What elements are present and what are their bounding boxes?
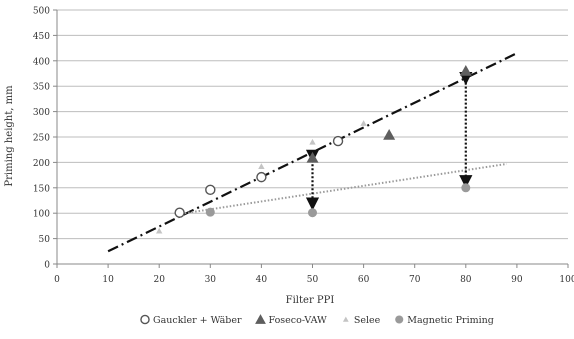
trendline-dash-dot	[107, 52, 518, 253]
x-tick-label: 30	[205, 275, 217, 285]
x-tick-label: 20	[153, 275, 165, 285]
x-axis-title: Filter PPI	[286, 295, 335, 306]
legend-label-magnetic-priming: Magnetic Priming	[407, 315, 494, 326]
magnetic-priming-point	[461, 183, 471, 193]
x-tick-label: 10	[102, 275, 114, 285]
gauckler-w-ber-point	[205, 184, 216, 196]
x-tick-label: 90	[511, 275, 523, 285]
x-tick-label: 50	[307, 275, 319, 285]
legend-marker-foseco-vaw	[255, 314, 266, 324]
legend: Gauckler + Wäber Foseco-VAW Selee Magnetic …	[140, 314, 494, 326]
x-tick-label: 40	[256, 275, 268, 285]
magnetic-priming-point	[308, 208, 317, 218]
selee-point	[360, 120, 367, 126]
foseco-vaw-point	[306, 151, 319, 163]
points-layer	[156, 64, 472, 234]
legend-item-gauckler-w-ber: Gauckler + Wäber	[140, 314, 242, 326]
x-tick-label: 60	[358, 275, 370, 285]
legend-marker-selee	[342, 316, 349, 322]
magnetic-priming-point	[205, 207, 215, 217]
foseco-vaw-point	[383, 128, 396, 140]
trendline-layer	[107, 52, 518, 253]
x-tick-label: 0	[54, 275, 60, 285]
y-tick-label: 450	[33, 32, 50, 42]
x-tick-label: 100	[559, 275, 574, 285]
legend-item-selee: Selee	[342, 315, 381, 326]
legend-marker-magnetic-priming	[395, 315, 404, 324]
y-tick-label: 50	[39, 235, 51, 245]
x-tick-label: 80	[460, 275, 472, 285]
legend-item-magnetic-priming: Magnetic Priming	[395, 315, 494, 326]
legend-marker-gauckler-w-ber	[140, 314, 150, 325]
selee-point	[156, 227, 163, 234]
axes-layer: 0 50 100 150 200 250 300 350 400 450 500 0 10 20 30 40 5…	[33, 7, 574, 286]
legend-item-foseco-vaw: Foseco-VAW	[255, 314, 327, 326]
y-tick-label: 300	[33, 108, 50, 118]
y-tick-label: 400	[33, 57, 50, 67]
gauckler-w-ber-point	[256, 171, 267, 183]
gauckler-w-ber-point	[174, 207, 185, 218]
trendline-dotted	[184, 162, 507, 215]
selee-point	[309, 138, 316, 145]
y-tick-label: 100	[33, 210, 50, 220]
y-tick-label: 500	[33, 7, 50, 17]
y-tick-label: 200	[33, 159, 50, 169]
legend-label-gauckler-w-ber: Gauckler + Wäber	[153, 315, 242, 326]
y-tick-label: 0	[44, 261, 50, 271]
x-tick-label: 70	[409, 275, 421, 285]
legend-label-foseco-vaw: Foseco-VAW	[269, 315, 328, 326]
y-tick-label: 150	[33, 184, 50, 194]
legend-label-selee: Selee	[354, 315, 381, 326]
gauckler-w-ber-point	[332, 135, 344, 147]
grid-layer	[57, 9, 568, 265]
y-tick-label: 250	[33, 134, 50, 144]
arrow-layer	[305, 71, 473, 211]
y-axis-title: Priming height, mm	[4, 85, 15, 187]
y-tick-label: 350	[33, 83, 50, 93]
foseco-vaw-point	[459, 64, 472, 76]
selee-point	[258, 163, 265, 170]
